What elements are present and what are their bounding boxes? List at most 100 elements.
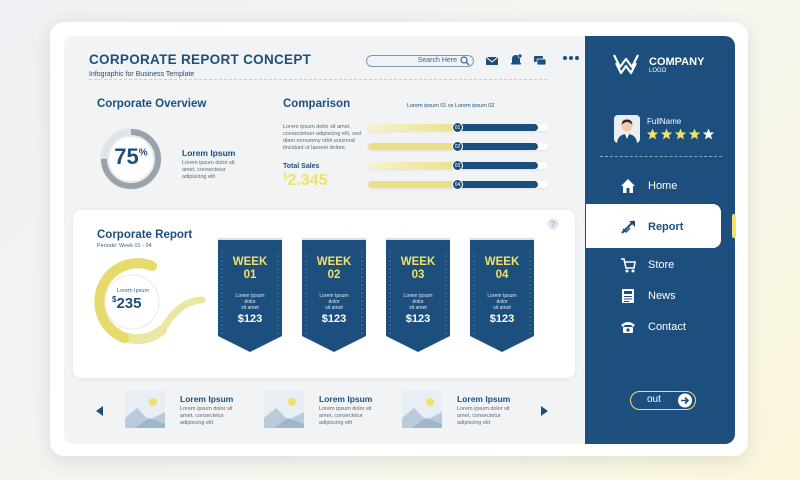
comparison-bar-badge: 04 (452, 179, 463, 190)
nav-label-store: Store (648, 259, 675, 271)
nav-label-contact: Contact (648, 321, 686, 333)
comparison-bar-fill-secondary (368, 181, 458, 188)
gauge-label: Lorem Ipsum (116, 288, 150, 294)
nav-item-news[interactable]: News (620, 286, 676, 306)
user-name: FullName (647, 117, 682, 126)
page-subtitle: Infographic for Business Template (89, 71, 195, 78)
arrow-right-icon[interactable] (677, 393, 693, 408)
gauge-value: $235 (112, 295, 142, 312)
user-rating (646, 128, 716, 141)
header-divider (89, 79, 547, 80)
overview-progress-ring (100, 128, 162, 190)
comparison-bar-fill (368, 124, 464, 131)
week-title: WEEK (316, 256, 352, 268)
overview-heading: Corporate Overview (97, 98, 207, 110)
carousel-item[interactable]: Lorem Ipsum Lorem ipsum dolor sit amet, co… (402, 390, 532, 432)
carousel-next-icon[interactable] (540, 406, 548, 416)
company-logo-icon (613, 54, 639, 75)
comparison-description: Lorem ipsum dolor sit amet, consectetuer … (283, 124, 361, 151)
nav-item-contact[interactable]: Contact (620, 317, 686, 337)
week-description: Lorem Ipsum dolor sit amet (487, 293, 517, 311)
comparison-bar-fill-secondary (368, 143, 458, 150)
search-icon[interactable] (460, 56, 470, 66)
overview-percent: 75% (114, 144, 148, 169)
week-card-shape (302, 238, 366, 352)
rating-stars (646, 128, 715, 140)
image-placeholder-icon (125, 390, 165, 428)
report-tab-highlight (586, 204, 721, 248)
comparison-heading: Comparison (283, 98, 351, 110)
nav-item-store[interactable]: Store (620, 255, 674, 275)
notification-bell-icon[interactable] (509, 54, 523, 66)
cart-icon (621, 258, 636, 273)
comparison-bar-04: 04 (368, 179, 548, 190)
comparison-bar-fill-secondary (458, 162, 538, 169)
user-avatar[interactable] (614, 115, 640, 143)
week-number: 02 (327, 269, 341, 281)
nav-label-report: Report (648, 221, 684, 233)
search-input[interactable]: Search Here (366, 55, 474, 67)
star-icon (660, 128, 673, 140)
image-placeholder-icon (402, 390, 442, 428)
comparison-bar-badge: 01 (452, 122, 463, 133)
week-value: $123 (489, 313, 515, 325)
carousel-item-title: Lorem Ipsum (457, 394, 511, 404)
carousel-item-description: Lorem ipsum dolor sit amet, consectetur ad… (457, 406, 510, 426)
carousel-item[interactable]: Lorem Ipsum Lorem ipsum dolor sit amet, co… (264, 390, 394, 432)
carousel-item-description: Lorem ipsum dolor sit amet, consectetur ad… (319, 406, 372, 426)
overview-label: Lorem Ipsum (182, 148, 236, 158)
carousel-item-description: Lorem ipsum dolor sit amet, consectetur ad… (180, 406, 233, 426)
comparison-bar-fill (368, 162, 464, 169)
week-card-4[interactable]: WEEK 04 Lorem Ipsum dolor sit amet $123 (470, 238, 534, 352)
comparison-bar-03: 03 (368, 160, 548, 171)
page-title: CORPORATE REPORT CONCEPT (89, 52, 312, 67)
star-icon (702, 128, 715, 140)
report-heading: Corporate Report (97, 229, 193, 241)
more-options-icon[interactable] (562, 55, 580, 61)
week-card-3[interactable]: WEEK 03 Lorem Ipsum dolor sit amet $123 (386, 238, 450, 352)
week-number: 01 (243, 269, 257, 281)
carousel-item-title: Lorem Ipsum (319, 394, 373, 404)
help-icon-glyph: ? (551, 220, 556, 229)
phone-icon (621, 322, 635, 333)
star-icon (674, 128, 687, 140)
week-card-2[interactable]: WEEK 02 Lorem Ipsum dolor sit amet $123 (302, 238, 366, 352)
week-title: WEEK (400, 256, 436, 268)
report-gauge (94, 258, 206, 345)
overview-description: Lorem ipsum dolor sit amet, consectetur ad… (182, 160, 235, 180)
nav-item-report[interactable]: Report (620, 217, 683, 237)
report-icon (621, 220, 635, 234)
week-value: $123 (321, 313, 347, 325)
week-title: WEEK (484, 256, 520, 268)
comparison-bar-fill (458, 181, 538, 188)
week-number: 04 (495, 269, 509, 281)
comparison-bar-badge: 02 (452, 141, 463, 152)
star-icon (688, 128, 701, 140)
carousel-prev-icon[interactable] (96, 406, 104, 416)
week-card-shape (386, 238, 450, 352)
company-logo-label: LOGO (649, 68, 667, 74)
chat-icon[interactable] (533, 55, 547, 67)
active-tab-indicator (732, 214, 736, 238)
comparison-bar-fill-secondary (458, 124, 538, 131)
week-description: Lorem Ipsum dolor sit amet (319, 293, 349, 311)
comparison-bar-02: 02 (368, 141, 548, 152)
help-icon[interactable]: ? (547, 218, 559, 230)
carousel-item[interactable]: Lorem Ipsum Lorem ipsum dolor sit amet, co… (125, 390, 255, 432)
nav-label-home: Home (648, 180, 678, 192)
report-period: Periode: Week 01 - 04 (97, 243, 152, 249)
week-card-shape (470, 238, 534, 352)
comparison-bar-01: 01 (368, 122, 548, 133)
mail-icon[interactable] (485, 55, 499, 67)
week-value: $123 (237, 313, 263, 325)
nav-item-home[interactable]: Home (620, 176, 677, 196)
week-value: $123 (405, 313, 431, 325)
logout-button[interactable]: out (630, 391, 696, 410)
image-placeholder-icon (264, 390, 304, 428)
comparison-bar-badge: 03 (452, 160, 463, 171)
total-sales-value: $2.345 (283, 172, 328, 189)
comparison-bar-fill (458, 143, 538, 150)
newspaper-icon (622, 289, 634, 303)
week-card-1[interactable]: WEEK 01 Lorem Ipsum dolor sit amet $123 (218, 238, 282, 352)
total-sales-label: Total Sales (283, 163, 320, 170)
